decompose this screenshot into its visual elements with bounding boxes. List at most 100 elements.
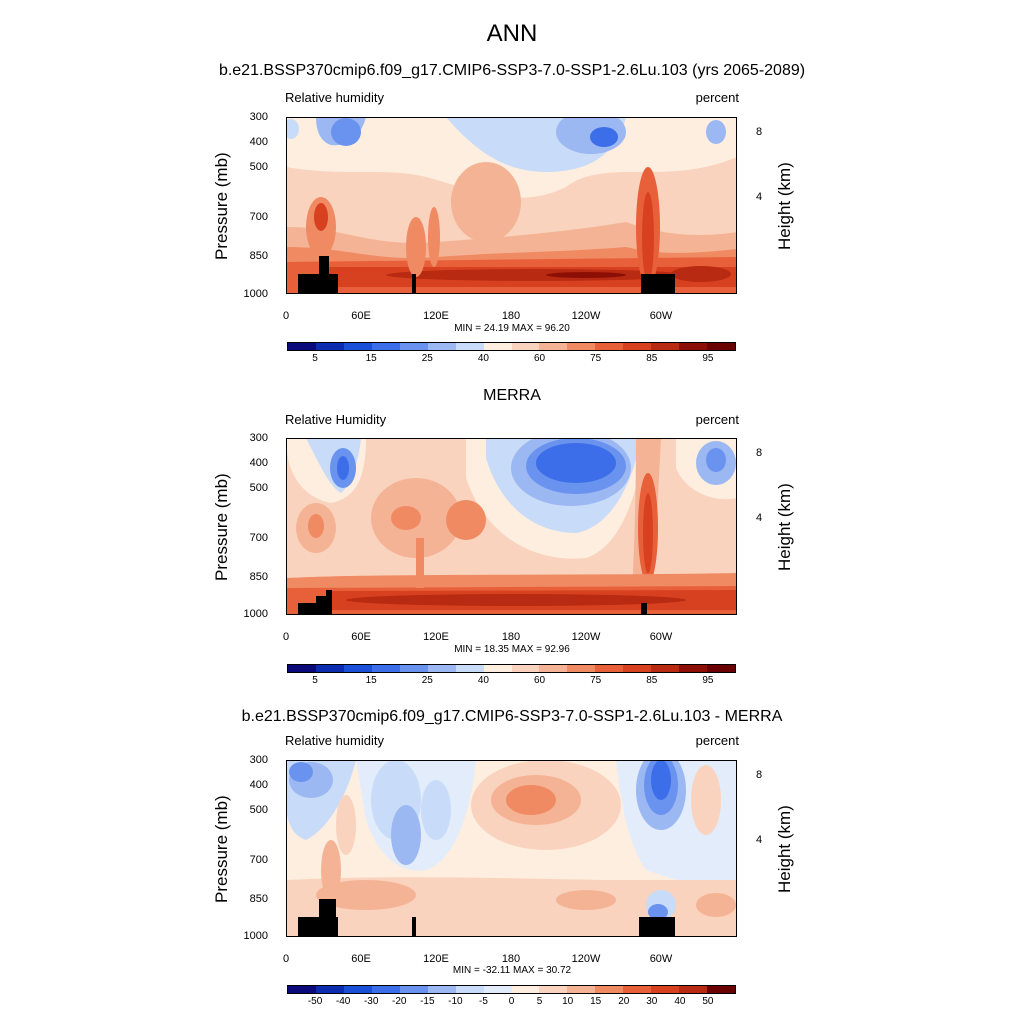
panel-2-ytick-850: 850: [249, 571, 268, 583]
colorbar-label: 60: [534, 675, 546, 686]
panel-2-plot: [286, 438, 737, 615]
colorbar-label: 85: [646, 675, 658, 686]
colorbar-swatch: [399, 343, 428, 350]
colorbar-swatch: [371, 343, 400, 350]
colorbar-swatch: [427, 343, 456, 350]
panel-1-xtick-180: 180: [501, 310, 521, 322]
panel-3-ytick-850: 850: [249, 893, 268, 905]
colorbar-label: 15: [365, 353, 377, 364]
colorbar-swatch: [371, 986, 400, 993]
colorbar-swatch: [343, 343, 372, 350]
colorbar-label: -30: [363, 996, 379, 1007]
colorbar-swatch: [455, 343, 484, 350]
colorbar-swatch: [679, 343, 708, 350]
panel-1-ytick-700: 700: [249, 211, 268, 223]
panel-1-ytick-400: 400: [249, 136, 268, 148]
colorbar-label: 10: [562, 996, 574, 1007]
panel-2-colorbar: [287, 664, 736, 673]
panel-2-xtick-0: 0: [282, 631, 290, 643]
colorbar-swatch: [679, 986, 708, 993]
panel-1-xtick-120w: 120W: [571, 310, 601, 322]
colorbar-swatch: [511, 986, 540, 993]
panel-2-colorbar-labels: 5 15 25 40 60 75 85 95: [0, 675, 1024, 689]
colorbar-label: 30: [646, 996, 658, 1007]
panel-2-units-label: percent: [695, 412, 739, 427]
panel-1-ytick-300: 300: [249, 111, 268, 123]
panel-1-ytick-850: 850: [249, 250, 268, 262]
colorbar-label: 20: [618, 996, 630, 1007]
colorbar-swatch: [707, 665, 735, 672]
panel-3-ylabel: Pressure (mb): [212, 795, 231, 903]
colorbar-swatch: [455, 986, 484, 993]
panel-1-contours: [286, 117, 737, 294]
colorbar-label: 25: [421, 675, 433, 686]
panel-2-ytick-1000: 1000: [243, 608, 268, 620]
panel-2-variable-label: Relative Humidity: [285, 412, 387, 427]
colorbar-label: 40: [674, 996, 686, 1007]
colorbar-swatch: [567, 986, 596, 993]
panel-3-colorbar-labels: -50 -40 -30 -20 -15 -10 -5 0 5 10 15 20 30 40 50: [0, 996, 1024, 1010]
colorbar-swatch: [651, 343, 680, 350]
panel-3-xtick-120e: 120E: [423, 953, 449, 965]
panel-1-xtick-60w: 60W: [649, 310, 673, 322]
colorbar-swatch: [595, 665, 624, 672]
colorbar-label: 0: [508, 996, 515, 1007]
panel-3-contours: [286, 760, 737, 937]
panel-1-minmax: MIN = 24.19 MAX = 96.20: [454, 323, 570, 334]
colorbar-label: 50: [702, 996, 714, 1007]
colorbar-swatch: [651, 665, 680, 672]
colorbar-swatch: [679, 665, 708, 672]
colorbar-swatch: [288, 986, 316, 993]
colorbar-swatch: [707, 986, 735, 993]
colorbar-swatch: [288, 665, 316, 672]
panel-3-xtick-0: 0: [282, 953, 290, 965]
panel-2-xtick-60e: 60E: [351, 631, 371, 643]
colorbar-swatch: [427, 665, 456, 672]
colorbar-label: 5: [312, 353, 318, 364]
colorbar-swatch: [315, 665, 344, 672]
colorbar-swatch: [315, 986, 344, 993]
panel-3-ytick-1000: 1000: [243, 930, 268, 942]
colorbar-swatch: [343, 665, 372, 672]
colorbar-swatch: [539, 665, 568, 672]
panel-2-contours: [286, 438, 737, 615]
panel-1-colorbar: [287, 342, 736, 351]
colorbar-swatch: [567, 665, 596, 672]
colorbar-label: 85: [646, 353, 658, 364]
colorbar-swatch: [595, 343, 624, 350]
panel-3-minmax: MIN = -32.11 MAX = 30.72: [452, 965, 572, 976]
panel-1-plot: [286, 117, 737, 294]
colorbar-label: 15: [365, 675, 377, 686]
colorbar-swatch: [651, 986, 680, 993]
main-title: ANN: [486, 20, 538, 47]
panel-1-xtick-120e: 120E: [423, 310, 449, 322]
panel-1-title: b.e21.BSSP370cmip6.f09_g17.CMIP6-SSP3-7.…: [218, 62, 806, 79]
colorbar-swatch: [343, 986, 372, 993]
panel-2-ylabel-right: Height (km): [775, 483, 794, 571]
panel-3-variable-label: Relative humidity: [285, 733, 384, 748]
colorbar-label: 5: [536, 996, 543, 1007]
colorbar-label: 40: [477, 675, 489, 686]
colorbar-label: -15: [420, 996, 435, 1007]
colorbar-swatch: [455, 665, 484, 672]
panel-1-colorbar-labels: 5 15 25 40 60 75 85 95: [0, 353, 1024, 367]
colorbar-label: -10: [448, 996, 463, 1007]
panel-2-xtick-60w: 60W: [649, 631, 673, 643]
colorbar-swatch: [315, 343, 344, 350]
colorbar-label: -50: [307, 996, 323, 1007]
panel-2-xtick-120w: 120W: [571, 631, 601, 643]
panel-3-xtick-120w: 120W: [571, 953, 601, 965]
colorbar-swatch: [511, 665, 540, 672]
panel-3-title: b.e21.BSSP370cmip6.f09_g17.CMIP6-SSP3-7.…: [241, 708, 783, 725]
panel-3-plot: [286, 760, 737, 937]
colorbar-label: 60: [534, 353, 546, 364]
colorbar-swatch: [623, 986, 652, 993]
colorbar-swatch: [427, 986, 456, 993]
colorbar-swatch: [707, 343, 735, 350]
colorbar-label: -20: [392, 996, 407, 1007]
panel-3-colorbar: [287, 985, 736, 994]
colorbar-swatch: [483, 343, 512, 350]
panel-3-height-tick-8: 8: [756, 769, 763, 781]
colorbar-label: -5: [478, 996, 488, 1007]
panel-2-ylabel: Pressure (mb): [212, 473, 231, 581]
